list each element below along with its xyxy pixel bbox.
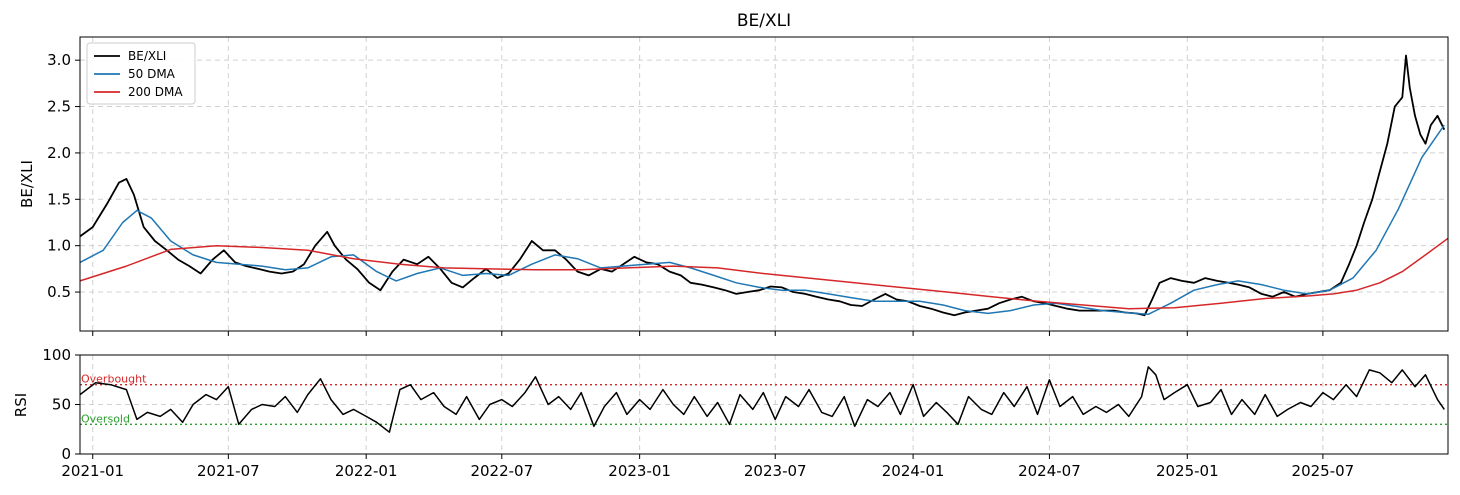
y-tick-label: 2.0 [47,144,71,162]
legend-label-50-dma: 50 DMA [128,67,176,81]
rsi-y-label: RSI [12,393,30,417]
y-tick-label: 100 [42,346,71,364]
overbought-label: Overbought [81,373,147,386]
series-be-xli-line [79,54,1446,317]
price-ratio-lines [79,54,1449,317]
price-ratio-y-ticks: 0.5 1.0 1.5 2.0 2.5 3.0 [47,51,80,301]
y-tick-label: 2.5 [47,98,71,116]
rsi-panel: Overbought Oversold 0 50 100 2021-01 2021-07… [12,346,1449,480]
x-tick-label: 2021-01 [61,462,124,480]
rsi-thresholds: Overbought Oversold [80,373,1448,425]
y-tick-label: 3.0 [47,51,71,69]
x-tick-label: 2025-01 [1156,462,1219,480]
oversold-label: Oversold [81,412,130,425]
legend: BE/XLI 50 DMA 200 DMA [86,42,196,105]
series-rsi-line [79,366,1445,433]
price-ratio-x-ticks [92,331,1324,336]
rsi-lines [79,366,1445,433]
x-tick-label: 2022-07 [470,462,533,480]
price-ratio-y-label: BE/XLI [18,160,36,208]
y-tick-label: 50 [52,396,71,414]
x-tick-label: 2024-01 [882,462,945,480]
x-tick-label: 2023-07 [744,462,807,480]
rsi-y-ticks: 0 50 100 [42,346,80,463]
legend-label-be-xli: BE/XLI [128,49,166,63]
x-tick-label: 2025-07 [1292,462,1355,480]
chart-title: BE/XLI [737,11,791,31]
series-200-dma-line [79,237,1449,310]
y-tick-label: 0.5 [47,283,71,301]
rsi-x-ticks: 2021-01 2021-07 2022-01 2022-07 2023-01 2023-… [61,454,1354,480]
y-tick-label: 1.0 [47,237,71,255]
price-ratio-panel: 0.5 1.0 1.5 2.0 2.5 3.0 BE/XLI BE/XLI 50 DMA 20… [18,36,1449,336]
x-tick-label: 2022-01 [335,462,398,480]
y-tick-label: 0 [61,445,71,463]
x-tick-label: 2021-07 [197,462,260,480]
x-tick-label: 2023-01 [608,462,671,480]
price-ratio-grid [80,37,1448,331]
legend-box [86,42,196,105]
legend-label-200-dma: 200 DMA [128,85,183,99]
price-ratio-frame [79,36,1449,332]
x-tick-label: 2024-07 [1018,462,1081,480]
series-50-dma-line [79,124,1445,316]
y-tick-label: 1.5 [47,190,71,208]
rsi-grid [80,354,1448,455]
